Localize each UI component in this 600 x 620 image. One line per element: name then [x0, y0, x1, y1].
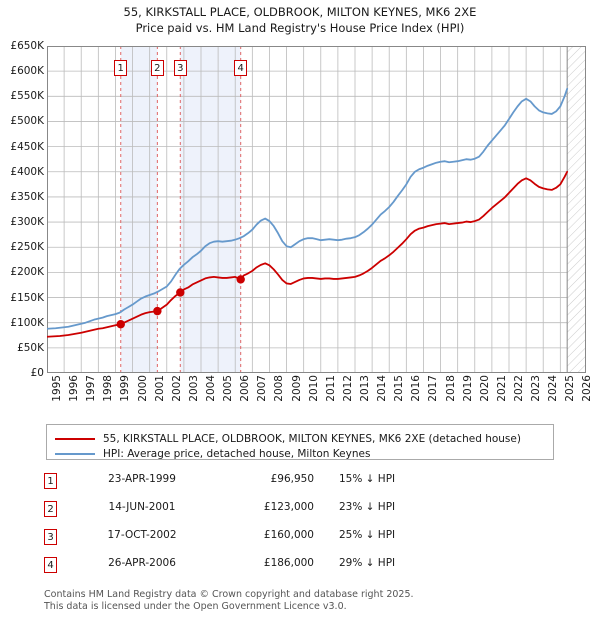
- transaction-date: 26-APR-2006: [108, 557, 176, 569]
- chart-shaded-band: [180, 46, 241, 373]
- transaction-hpi-delta: 25% ↓ HPI: [339, 529, 396, 541]
- series-line: [47, 170, 569, 338]
- transaction-index-badge: 2: [44, 501, 57, 517]
- chart-marker-1[interactable]: 1: [114, 60, 128, 76]
- x-axis-tick-label: 2013: [359, 375, 371, 402]
- plot-frame: [47, 46, 586, 373]
- transaction-index-badge: 1: [44, 473, 57, 489]
- transaction-marker-dot: [116, 320, 125, 329]
- x-axis-tick-label: 1997: [85, 375, 98, 402]
- x-axis-tick-label: 2012: [341, 375, 354, 402]
- x-axis-tick-label: 2025: [564, 375, 577, 402]
- x-axis-tick-label: 2016: [410, 375, 423, 402]
- legend-item: 55, KIRKSTALL PLACE, OLDBROOK, MILTON KE…: [55, 432, 521, 446]
- transaction-hpi-delta: 15% ↓ HPI: [339, 473, 396, 485]
- x-axis-tick-label: 2002: [170, 375, 183, 402]
- legend-label: 55, KIRKSTALL PLACE, OLDBROOK, MILTON KE…: [103, 433, 521, 445]
- y-axis-tick-label: £50K: [17, 341, 44, 354]
- transaction-marker-dot: [236, 275, 245, 284]
- x-axis-tick-label: 2024: [547, 375, 560, 402]
- series-line: [47, 87, 569, 330]
- y-axis-tick-label: £350K: [10, 190, 44, 203]
- transaction-price: £96,950: [270, 473, 314, 485]
- table-row[interactable]: 2 14-JUN-2001 £123,000 23% ↓ HPI: [44, 498, 524, 526]
- x-axis-tick-label: 2000: [136, 375, 149, 402]
- table-row[interactable]: 1 23-APR-1999 £96,950 15% ↓ HPI: [44, 470, 524, 498]
- x-axis-tick-label: 1996: [68, 375, 81, 402]
- x-axis-tick-label: 2014: [376, 375, 389, 402]
- chart-legend: 55, KIRKSTALL PLACE, OLDBROOK, MILTON KE…: [46, 424, 554, 460]
- footer-line-2: This data is licensed under the Open Gov…: [44, 600, 347, 612]
- x-axis-tick-label: 2010: [307, 375, 320, 402]
- transaction-index-badge: 3: [44, 529, 57, 545]
- x-axis-tick-label: 2026: [581, 375, 594, 402]
- chart-shaded-band: [120, 46, 158, 373]
- x-axis-tick-label: 2007: [256, 375, 269, 402]
- transaction-hpi-delta: 29% ↓ HPI: [339, 557, 396, 569]
- transaction-marker-dot: [176, 288, 185, 297]
- transaction-price: £160,000: [263, 529, 314, 541]
- x-axis-tick-label: 2022: [513, 375, 525, 402]
- chart-plot-area[interactable]: [47, 46, 586, 373]
- y-axis-tick-label: £400K: [10, 165, 44, 178]
- page-title: 55, KIRKSTALL PLACE, OLDBROOK, MILTON KE…: [0, 4, 600, 36]
- title-line-2: Price paid vs. HM Land Registry's House …: [135, 21, 465, 35]
- x-axis-tick-label: 1995: [51, 375, 63, 402]
- chart-marker-3[interactable]: 3: [173, 60, 187, 76]
- y-axis-labels: £0 £50K £100K £150K £200K £250K £300K £350K £400…: [0, 40, 44, 379]
- transaction-hpi-delta: 23% ↓ HPI: [339, 501, 396, 513]
- x-axis-tick-label: 2019: [461, 375, 474, 402]
- y-axis-tick-label: £150K: [10, 291, 44, 304]
- y-axis-tick-label: £300K: [10, 216, 44, 229]
- x-axis-tick-label: 2021: [495, 375, 508, 402]
- x-axis-tick-label: 2011: [324, 375, 337, 402]
- x-axis-tick-label: 2001: [153, 375, 166, 402]
- x-axis-tick-label: 2005: [222, 375, 235, 402]
- title-line-1: 55, KIRKSTALL PLACE, OLDBROOK, MILTON KE…: [123, 5, 477, 19]
- table-row[interactable]: 4 26-APR-2006 £186,000 29% ↓ HPI: [44, 554, 524, 582]
- legend-item: HPI: Average price, detached house, Milt…: [55, 447, 370, 461]
- table-row[interactable]: 3 17-OCT-2002 £160,000 25% ↓ HPI: [44, 526, 524, 554]
- transaction-price: £123,000: [263, 501, 314, 513]
- transaction-date: 17-OCT-2002: [107, 529, 177, 541]
- y-axis-tick-label: £650K: [10, 40, 44, 52]
- y-axis-tick-label: £600K: [10, 65, 44, 78]
- x-axis-tick-label: 2015: [393, 375, 406, 402]
- x-axis-tick-label: 2003: [187, 375, 200, 402]
- chart-marker-4[interactable]: 4: [234, 60, 248, 76]
- x-axis-tick-label: 2020: [478, 375, 491, 402]
- x-axis-tick-label: 2018: [444, 375, 457, 402]
- transaction-marker-dot: [153, 306, 162, 316]
- legend-color-swatch: [55, 453, 95, 455]
- y-axis-tick-label: £450K: [10, 140, 44, 153]
- transaction-index-badge: 4: [44, 557, 57, 573]
- transaction-date: 14-JUN-2001: [108, 501, 176, 513]
- transaction-date: 23-APR-1999: [108, 473, 176, 485]
- y-axis-tick-label: £200K: [10, 266, 44, 279]
- chart-marker-2[interactable]: 2: [150, 60, 164, 76]
- y-axis-tick-label: £100K: [10, 316, 44, 329]
- transactions-table: 1 23-APR-1999 £96,950 15% ↓ HPI 2 14-JUN-2001…: [44, 470, 524, 582]
- y-axis-tick-label: £550K: [10, 90, 44, 103]
- x-axis-tick-label: 2008: [273, 375, 286, 402]
- x-axis-tick-label: 2006: [239, 375, 252, 402]
- price-history-chart: [47, 46, 586, 373]
- footer-line-1: Contains HM Land Registry data © Crown c…: [44, 589, 414, 600]
- x-axis-tick-label: 2004: [205, 375, 217, 402]
- y-axis-tick-label: £500K: [10, 115, 44, 128]
- transaction-price: £186,000: [263, 557, 314, 569]
- x-axis-tick-label: 2009: [290, 375, 303, 402]
- x-axis-tick-label: 2023: [530, 375, 543, 402]
- x-axis-tick-label: 1998: [102, 375, 115, 402]
- x-axis-labels: 1995 1996 1997 1998 1999 2000 2001 2002 2003 2004…: [47, 375, 593, 419]
- x-axis-tick-label: 2017: [427, 375, 440, 402]
- y-axis-tick-label: £0: [30, 367, 44, 379]
- y-axis-tick-label: £250K: [10, 241, 44, 254]
- legend-color-swatch: [55, 438, 95, 440]
- legend-label: HPI: Average price, detached house, Milt…: [103, 448, 371, 460]
- footer-attribution: Contains HM Land Registry data © Crown c…: [44, 589, 584, 612]
- no-data-region: [567, 46, 586, 373]
- x-axis-tick-label: 1999: [119, 375, 132, 402]
